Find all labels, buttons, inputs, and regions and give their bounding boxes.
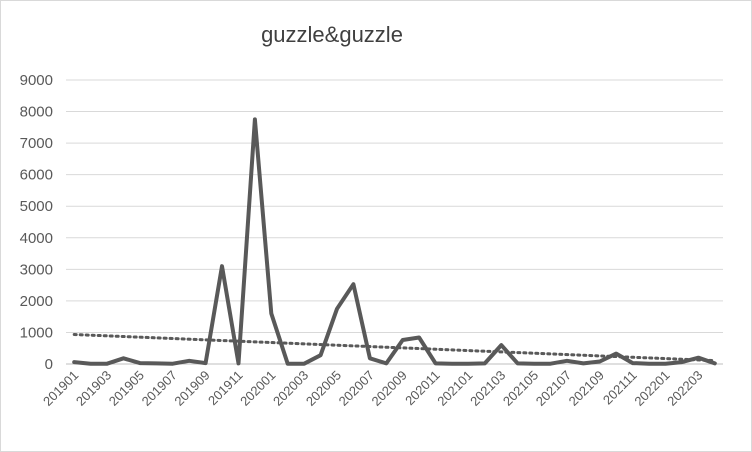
x-tick-label: 201905 <box>106 368 147 409</box>
x-tick-label: 201911 <box>205 368 246 409</box>
chart-title: guzzle&guzzle <box>261 22 403 47</box>
x-tick-label: 202003 <box>270 368 311 409</box>
y-tick-label: 0 <box>45 356 53 373</box>
y-tick-label: 9000 <box>20 72 53 89</box>
x-tick-label: 201903 <box>73 368 114 409</box>
x-tick-label: 202103 <box>467 368 508 409</box>
x-axis-ticks: 2019012019032019052019072019092019112020… <box>40 363 723 409</box>
x-tick-label: 201907 <box>139 368 180 409</box>
y-tick-label: 2000 <box>20 293 53 310</box>
x-tick-label: 202001 <box>237 368 278 409</box>
x-tick-label: 202107 <box>533 368 574 409</box>
y-tick-label: 5000 <box>20 198 53 215</box>
y-axis-ticks: 0 1000 2000 3000 4000 5000 6000 7000 8000 9000 <box>20 72 53 373</box>
series-line <box>72 117 717 366</box>
x-tick-label: 202011 <box>402 368 443 409</box>
x-tick-label: 201901 <box>40 368 81 409</box>
x-tick-label: 202005 <box>303 368 344 409</box>
x-tick-label: 202007 <box>336 368 377 409</box>
y-tick-label: 4000 <box>20 230 53 247</box>
x-tick-label: 202101 <box>434 368 475 409</box>
x-tick-label: 202105 <box>500 368 541 409</box>
y-tick-label: 7000 <box>20 135 53 152</box>
x-tick-label: 202009 <box>369 368 410 409</box>
x-tick-label: 202201 <box>631 368 672 409</box>
plot-series <box>72 117 717 366</box>
y-tick-label: 6000 <box>20 167 53 184</box>
y-tick-label: 8000 <box>20 104 53 121</box>
x-tick-label: 201909 <box>171 368 212 409</box>
y-tick-label: 1000 <box>20 324 53 341</box>
gridlines <box>66 79 723 365</box>
y-tick-label: 3000 <box>20 261 53 278</box>
x-tick-label: 202203 <box>664 368 705 409</box>
trendline <box>72 333 717 363</box>
x-tick-label: 202109 <box>566 368 607 409</box>
